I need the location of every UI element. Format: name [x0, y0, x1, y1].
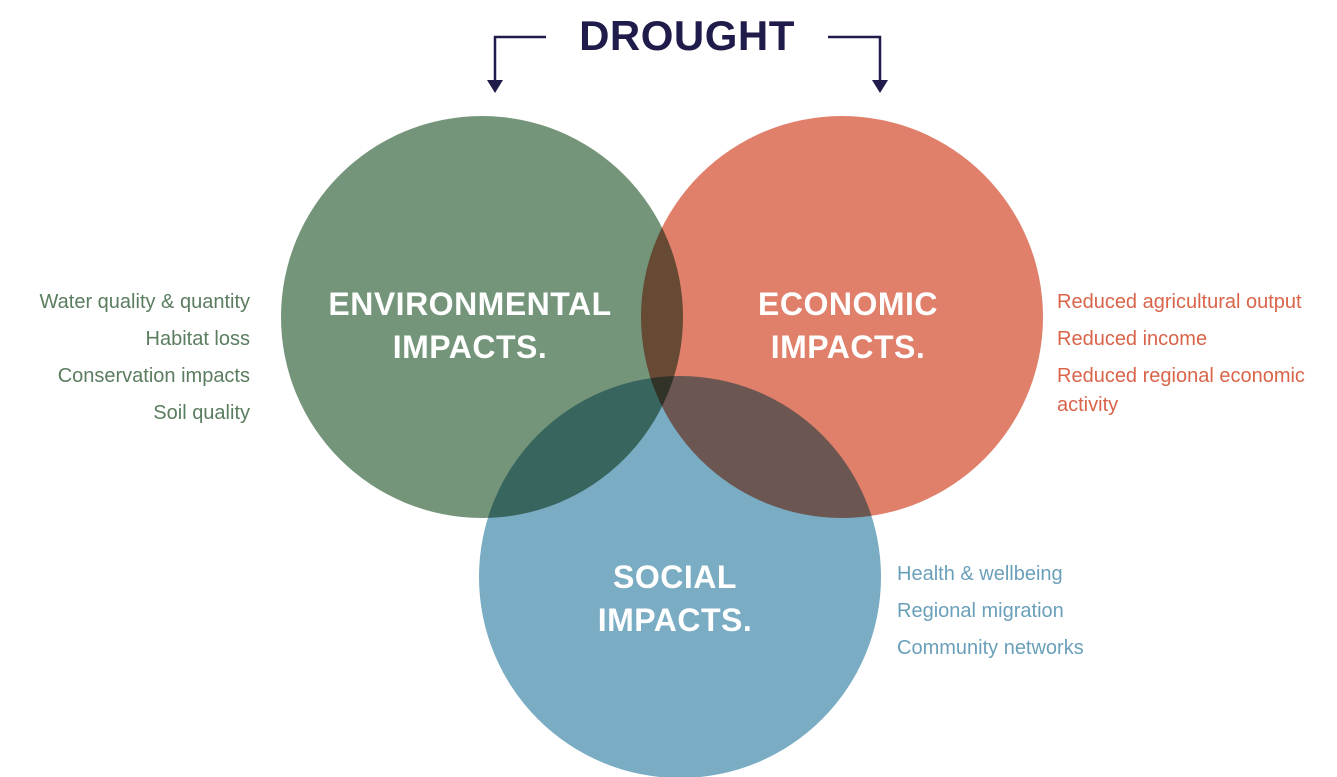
label-line: IMPACTS. [770, 329, 926, 365]
arrow-right [828, 35, 882, 84]
item: Soil quality [153, 402, 250, 424]
item: Health & wellbeing [897, 563, 1063, 585]
item: Regional migration [897, 600, 1064, 622]
arrowhead-left [487, 80, 503, 93]
label-line: ENVIRONMENTAL [328, 286, 612, 322]
label-line: SOCIAL [613, 559, 737, 595]
label-line: IMPACTS. [392, 329, 548, 365]
item: Reduced regional economic activity [1057, 365, 1305, 416]
label-line: IMPACTS. [597, 602, 753, 638]
circle-label: ENVIRONMENTAL IMPACTS. [270, 283, 670, 369]
circles [281, 116, 1043, 777]
item: Community networks [897, 637, 1084, 659]
circle-label: SOCIAL IMPACTS. [475, 556, 875, 642]
label-line: ECONOMIC [758, 286, 938, 322]
item: Reduced agricultural output [1057, 291, 1302, 313]
item: Habitat loss [145, 328, 251, 350]
arrowhead-right [872, 80, 888, 93]
arrows [493, 35, 882, 84]
item-list: Water quality & quantity Habitat loss Cons… [0, 284, 250, 432]
circle-label: ECONOMIC IMPACTS. [648, 283, 1048, 369]
item-list: Health & wellbeing Regional migration Comm… [897, 556, 1084, 667]
item: Reduced income [1057, 328, 1208, 350]
item: Water quality & quantity [39, 291, 250, 313]
item: Conservation impacts [57, 365, 250, 387]
item-list: Reduced agricultural output Reduced incom… [1057, 288, 1312, 428]
social-circle [479, 376, 881, 777]
title: DROUGHT [579, 12, 795, 59]
arrow-left [493, 35, 546, 84]
